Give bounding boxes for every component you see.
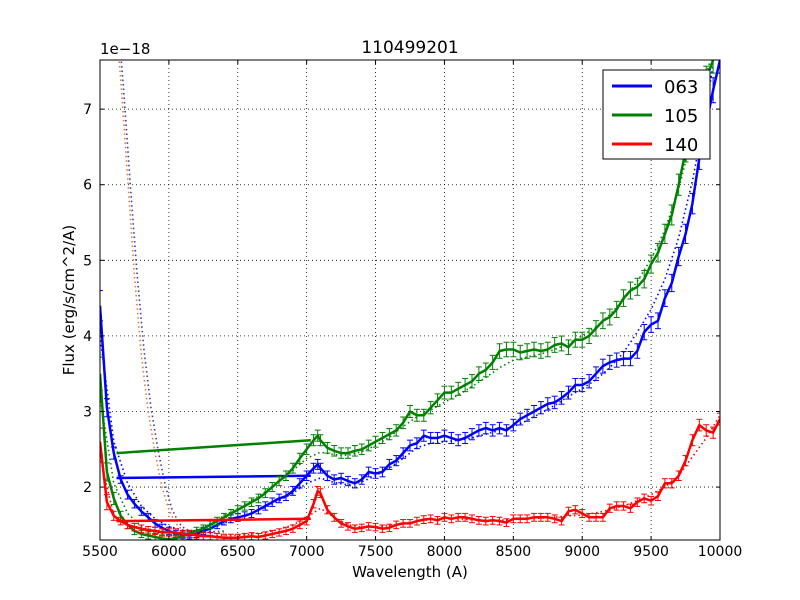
legend: 063 105 140: [602, 69, 711, 160]
x-tick-label: 7000: [289, 544, 325, 560]
x-tick-label: 8000: [427, 544, 463, 560]
y-offset-label: 1e−18: [100, 40, 150, 58]
x-tick-label: 6000: [151, 544, 187, 560]
legend-label-063: 063: [664, 77, 698, 98]
y-tick-label: 7: [83, 102, 92, 118]
x-tick-label: 5500: [82, 544, 118, 560]
x-tick-label: 10000: [698, 544, 743, 560]
y-tick-label: 6: [83, 178, 92, 194]
y-tick-label: 2: [83, 480, 92, 496]
y-tick-label: 3: [83, 404, 92, 420]
x-axis-label: Wavelength (A): [352, 563, 468, 581]
y-axis-label: Flux (erg/s/cm^2/A): [60, 225, 78, 376]
legend-label-140: 140: [664, 135, 698, 156]
x-tick-label: 9500: [633, 544, 669, 560]
x-tick-label: 8500: [496, 544, 532, 560]
link-line-105: [116, 438, 311, 455]
series-063: [100, 60, 720, 540]
x-tick-label: 9000: [564, 544, 600, 560]
axis-ticks: 5500 6000 6500 7000 7500 8000 8500 9000 9500 1000…: [82, 60, 742, 560]
data-line-105: [100, 60, 715, 540]
grid: [100, 60, 720, 540]
y-tick-label: 5: [83, 253, 92, 269]
series-layer: [100, 60, 720, 540]
x-tick-label: 7500: [358, 544, 394, 560]
data-line-140: [100, 418, 720, 539]
y-tick-label: 4: [83, 329, 92, 345]
chart-title: 110499201: [361, 38, 458, 58]
link-line-140: [116, 517, 311, 523]
legend-label-105: 105: [664, 106, 698, 127]
x-tick-label: 6500: [220, 544, 256, 560]
data-line-063: [100, 60, 720, 537]
series-140: [100, 412, 720, 540]
plot-frame: [99, 59, 721, 541]
